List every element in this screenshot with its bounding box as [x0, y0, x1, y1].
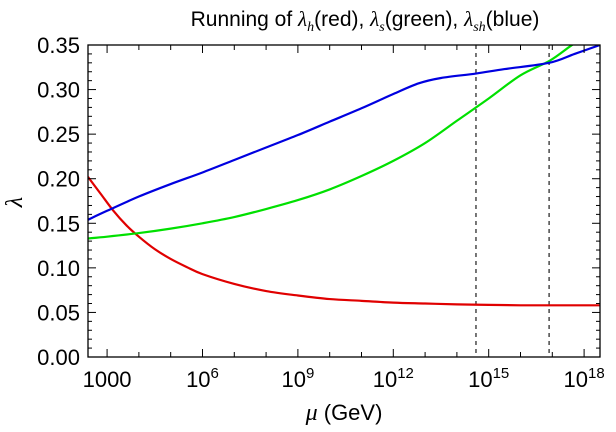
x-tick-base: 10 [186, 367, 210, 392]
title-sub-sh: sh [473, 20, 485, 35]
y-tick-label: 0.10 [37, 256, 80, 281]
y-tick-label: 0.05 [37, 300, 80, 325]
x-tick-label: 1012 [373, 365, 414, 392]
title-sub-s: s [379, 20, 385, 35]
x-tick-label: 109 [281, 365, 314, 392]
series-line-lambda-s [88, 45, 574, 240]
ticks-group [88, 44, 600, 358]
plot-frame [87, 44, 601, 358]
x-tick-exponent: 18 [588, 365, 605, 382]
title-sym-sh: λ [463, 7, 473, 31]
series-group [88, 45, 600, 307]
x-axis-label: μ (GeV) [305, 400, 383, 426]
y-tick-label: 0.00 [37, 345, 80, 370]
y-tick-label: 0.30 [37, 78, 80, 103]
y-tick-label: 0.15 [37, 211, 80, 236]
x-tick-base: 10 [281, 367, 305, 392]
x-axis-symbol: μ [305, 400, 318, 426]
x-axis-unit: (GeV) [318, 400, 383, 425]
title-sub-h: h [307, 20, 314, 35]
y-tick-labels: 0.00 0.05 0.10 0.15 0.20 0.25 0.30 0.35 [37, 33, 80, 370]
x-tick-base: 10 [564, 367, 588, 392]
series-line-lambda-sh [88, 45, 600, 221]
y-tick-label: 0.25 [37, 122, 80, 147]
title-suffix: (blue) [486, 8, 540, 31]
reference-lines [475, 45, 550, 357]
title-mid-2: (green), [385, 8, 464, 31]
x-tick-base: 10 [468, 367, 492, 392]
x-tick-base: 10 [373, 367, 397, 392]
series-line-lambda-h [88, 176, 600, 307]
y-tick-label: 0.20 [37, 167, 80, 192]
x-tick-label: 106 [186, 365, 219, 392]
title-prefix: Running of [191, 8, 298, 31]
x-tick-exponent: 6 [211, 365, 219, 382]
x-tick-exponent: 12 [397, 365, 414, 382]
x-tick-label: 1018 [564, 365, 605, 392]
x-tick-exponent: 15 [493, 365, 510, 382]
x-tick-exponent: 9 [306, 365, 314, 382]
y-axis-label: λ [2, 197, 28, 208]
chart-title: Running of λh(red), λs(green), λsh(blue) [191, 7, 540, 35]
x-tick-label: 1000 [83, 367, 132, 392]
title-sym-h: λ [297, 7, 307, 31]
x-tick-labels: 1000 106 109 1012 1015 1018 [83, 365, 605, 392]
y-tick-label: 0.35 [37, 33, 80, 58]
x-tick-label: 1015 [468, 365, 509, 392]
title-sym-s: λ [369, 7, 379, 31]
title-mid-1: (red), [314, 8, 370, 31]
